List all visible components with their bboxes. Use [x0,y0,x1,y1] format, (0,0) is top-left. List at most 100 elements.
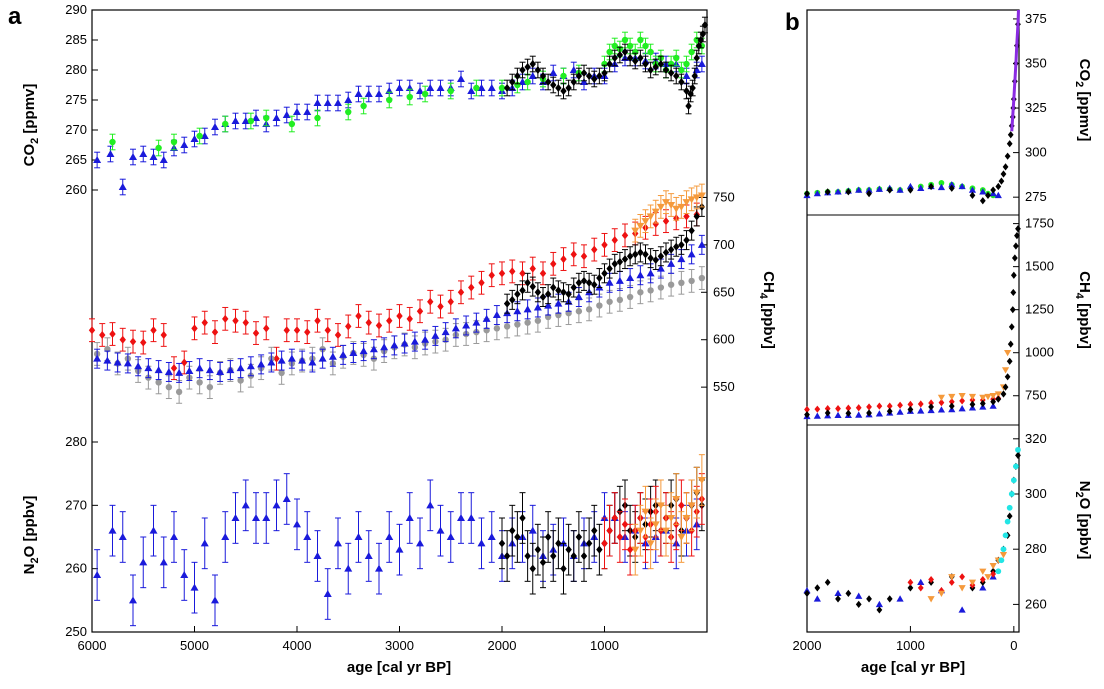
panel-b-xtick-label: 2000 [793,638,822,653]
panel-a-n2o-black-point [591,526,598,535]
panel-a-ch4-blue-point [93,354,102,362]
panel-a-co2-blue-point [697,60,706,67]
panel-b-n2o-blue-point [813,595,821,602]
panel-a-co2-black-point [596,72,603,80]
panel-a-ch4-red-point [570,250,577,259]
panel-b-ch4-black-point [845,409,852,417]
panel-b-label: b [785,9,800,36]
panel-b-ch4-blue-point [937,406,946,413]
panel-a-co2-green-point [421,90,429,98]
panel-a-ch4-blue-point [636,271,645,279]
panel-a-co2-blue-point [241,117,250,124]
panel-b-ch4-ytick-label: 1250 [1025,302,1054,317]
panel-b-n2o-black-point [866,595,872,603]
panel-a-label: a [8,3,22,30]
panel-b-co2-ytick-label: 350 [1025,55,1047,70]
panel-a-co2-green-point [247,117,255,125]
panel-a-ch4-blue-point [400,339,409,347]
panel-b-ch4-blue-point [989,402,997,409]
panel-a-ch4-red-point [109,330,116,339]
panel-a-co2-green-point [498,84,506,92]
panel-a-ch4-red-point [396,312,403,320]
panel-b-xlabel: age [cal yr BP] [861,659,965,676]
panel-a-n2o-blue-point [477,539,486,547]
panel-a-ch4-red-point [129,337,137,346]
panel-a-ch4-black-point [632,250,639,259]
panel-b-ch4-black-point [866,409,872,417]
panel-b-n2o-blue-point [917,578,925,586]
panel-b-ch4-ytick-label: 750 [1025,388,1047,403]
panel-b-ch4-orange-point [968,393,977,401]
panel-a-ch4-blue-point [410,337,419,345]
panel-b-ch4-black-point [1000,390,1007,398]
panel-b-ch4-black-point [804,411,810,419]
panel-a-n2o-red-point [601,539,608,548]
panel-b-n2o-ytick-label: 300 [1025,486,1047,501]
panel-b-ch4-black-point [1007,340,1014,348]
panel-a-co2-blue-point [180,141,189,148]
panel-a-ch4-grey-point [196,379,203,386]
panel-a-co2-blue-point [569,66,578,73]
panel-a-ch4-blue-point [277,356,286,364]
panel-b-co2-black-point [985,191,991,199]
panel-a-co2-black-point [606,60,613,68]
panel-b-ch4-red-point [845,404,852,412]
panel-b-ch4-red-point [835,405,841,413]
panel-b-frame [806,9,1020,633]
panel-a-co2-green-point [288,120,296,128]
panel-b-n2o-black-point [876,606,883,614]
tick-layer: 6000 5000 4000 3000 2000 10002602652702752802… [65,2,1054,653]
panel-a-co2-green-point [683,60,690,68]
panel-b-n2o-cyan-point [1002,532,1009,539]
panel-a-ch4-red-point [232,316,239,325]
panel-a-co2-black-point [534,66,542,74]
panel-a-n2o-blue-point [426,501,435,509]
panel-a-ch4-black-point [514,290,521,299]
panel-a-ch4-red-point [509,267,516,276]
panel-b-ch4-ytick-label: 1500 [1025,259,1054,274]
panel-a-ch4-blue-point [359,347,368,355]
panel-a-co2-green-point [524,78,531,86]
panel-a-ch4-red-point [304,328,311,337]
panel-a-ch4-red-point [140,338,147,347]
panel-b-ch4-black-point [1015,225,1021,233]
panel-a-ch4-blue-point [687,250,696,258]
panel-b-ch4-red-point [886,402,893,410]
panel-a-co2-blue-point [487,84,496,91]
panel-b-co2-black-point [990,186,997,194]
panel-b-co2-blue-point [917,184,925,191]
panel-a-ch4-red-point [539,269,547,278]
panel-a-n2o-orange-point [656,502,665,510]
panel-b-ch4-red-point [928,399,934,407]
panel-a-n2o-blue-point [405,514,414,521]
panel-a-ch4-grey-point [237,377,244,384]
panel-b-n2o-orange-point [999,552,1008,559]
panel-b-co2-blue-point [948,181,956,188]
panel-a-ch4-blue-point [677,255,686,263]
panel-a-n2o-orange-point [697,477,706,484]
panel-a-n2o-blue-point [231,514,240,521]
panel-a-ch4-orange-point [672,205,681,213]
panel-a-n2o-blue-point [108,526,117,534]
panel-a-ch4-blue-point [533,303,542,311]
panel-b-co2-black-point [845,188,852,196]
panel-a-n2o-black-point [560,564,567,573]
panel-a-ch4-grey-point [524,319,531,326]
panel-b-n2o-black-point [845,589,852,597]
panel-a-ch4-black-point [662,248,670,257]
panel-a-co2-black-point [524,63,531,71]
panel-b-ch4-orange-point [948,393,956,401]
panel-a-ch4-red-point [355,312,362,320]
panel-b-ch4-red-point [897,401,903,409]
panel-a-n2o-orange-point [677,534,686,541]
panel-a-co2-black-point [662,66,670,74]
panel-a-co2-green-point [360,102,367,110]
panel-a-ch4-black-point [575,278,583,287]
panel-a-n2o-blue-point [190,583,199,591]
panel-a-co2-green-point [673,54,680,62]
panel-a-co2-black-point [697,36,705,44]
panel-a-xtick-label: 2000 [488,638,517,653]
panel-a-ch4-black-point [683,236,690,245]
panel-a-n2o-blue-point [334,539,342,547]
panel-a-co2-black-point [529,60,536,68]
